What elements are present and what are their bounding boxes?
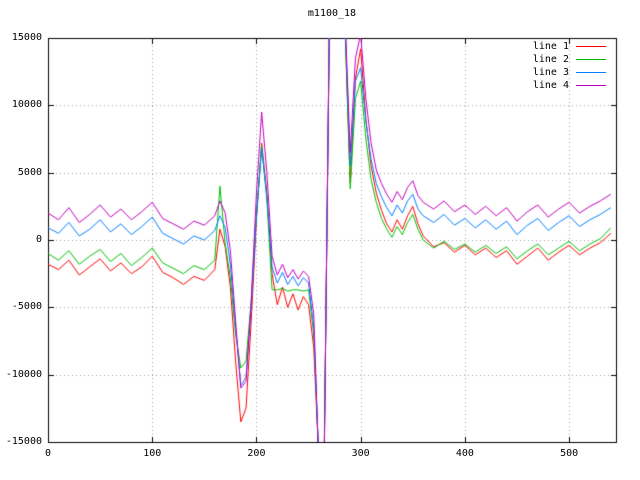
legend: line 1 line 2 line 3 line 4 bbox=[532, 40, 606, 91]
legend-line-sample bbox=[576, 45, 606, 47]
x-tick-label: 100 bbox=[143, 448, 162, 459]
y-tick-label: 10000 bbox=[11, 99, 42, 111]
legend-entry: line 3 bbox=[532, 66, 606, 78]
x-tick-label: 500 bbox=[560, 448, 579, 459]
legend-line-sample bbox=[576, 58, 606, 60]
legend-label: line 3 bbox=[532, 66, 569, 78]
x-tick-label: 200 bbox=[247, 448, 266, 459]
legend-label: line 4 bbox=[532, 79, 569, 91]
legend-entry: line 2 bbox=[532, 53, 606, 65]
y-tick-label: 5000 bbox=[17, 166, 42, 178]
y-tick-label: 0 bbox=[35, 234, 42, 245]
legend-label: line 2 bbox=[532, 53, 569, 65]
x-tick-label: 300 bbox=[351, 448, 370, 459]
y-tick-label: -15000 bbox=[5, 436, 42, 447]
legend-line-sample bbox=[576, 71, 606, 73]
legend-entry: line 1 bbox=[532, 40, 606, 52]
x-tick-label: 400 bbox=[455, 448, 474, 459]
y-tick-label: 15000 bbox=[11, 32, 42, 43]
x-tick-label: 0 bbox=[44, 448, 52, 459]
legend-line-sample bbox=[576, 84, 606, 86]
y-tick-label: -10000 bbox=[5, 368, 42, 380]
legend-entry: line 4 bbox=[532, 79, 606, 91]
legend-label: line 1 bbox=[532, 40, 569, 52]
y-tick-label: -5000 bbox=[11, 301, 42, 313]
chart-title: m1100_18 bbox=[307, 8, 357, 19]
